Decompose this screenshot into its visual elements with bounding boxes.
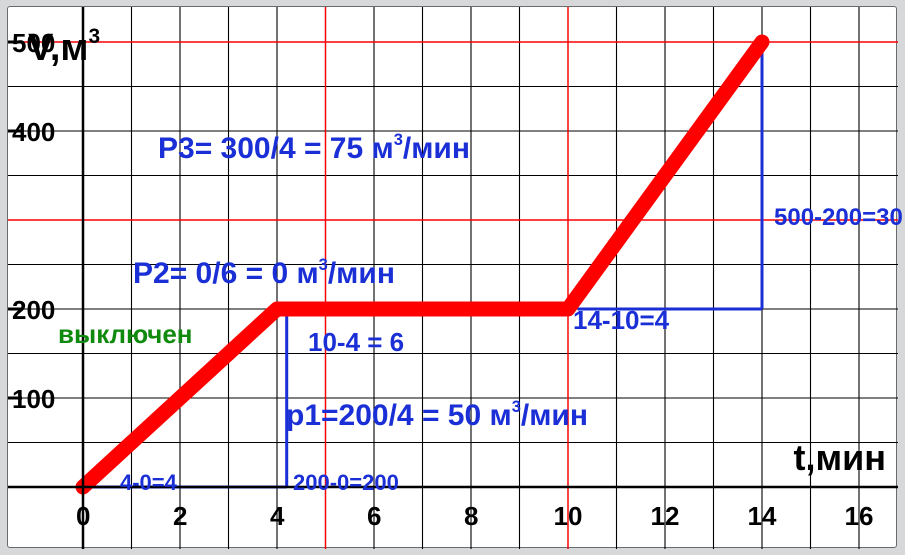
annotation-p1: р1=200/4 = 50 м3/мин [286,399,588,433]
x-axis-label: t,мин [794,437,887,479]
y-axis-label-sup: 3 [89,25,101,48]
y-tick-label: 200 [12,295,55,326]
x-tick-label: 8 [464,501,478,532]
x-tick-label: 4 [270,501,284,532]
annotation-p3: Р3= 300/4 = 75 м3/мин [158,132,470,166]
annotation-off: выключен [58,319,193,350]
x-tick-label: 14 [748,501,777,532]
x-tick-label: 0 [76,501,90,532]
y-tick-label: 400 [12,117,55,148]
annotation-calc500: 500-200=30 [774,204,903,232]
annotation-dy1: 200-0=200 [293,470,399,496]
y-tick-label: 500 [12,28,55,59]
annotation-dx2: 10-4 = 6 [308,327,404,358]
x-tick-label: 2 [173,501,187,532]
x-tick-label: 10 [554,501,583,532]
x-tick-label: 12 [651,501,680,532]
x-tick-label: 6 [367,501,381,532]
y-tick-label: 100 [12,384,55,415]
annotation-dx3: 14-10=4 [573,305,669,336]
chart-frame: V,м3 t,мин 1002004005000246810121416Р3= … [7,6,897,548]
x-tick-label: 16 [845,501,874,532]
annotation-dx1: 4-0=4 [120,470,177,496]
annotation-p2: P2= 0/6 = 0 м3/мин [133,257,395,291]
